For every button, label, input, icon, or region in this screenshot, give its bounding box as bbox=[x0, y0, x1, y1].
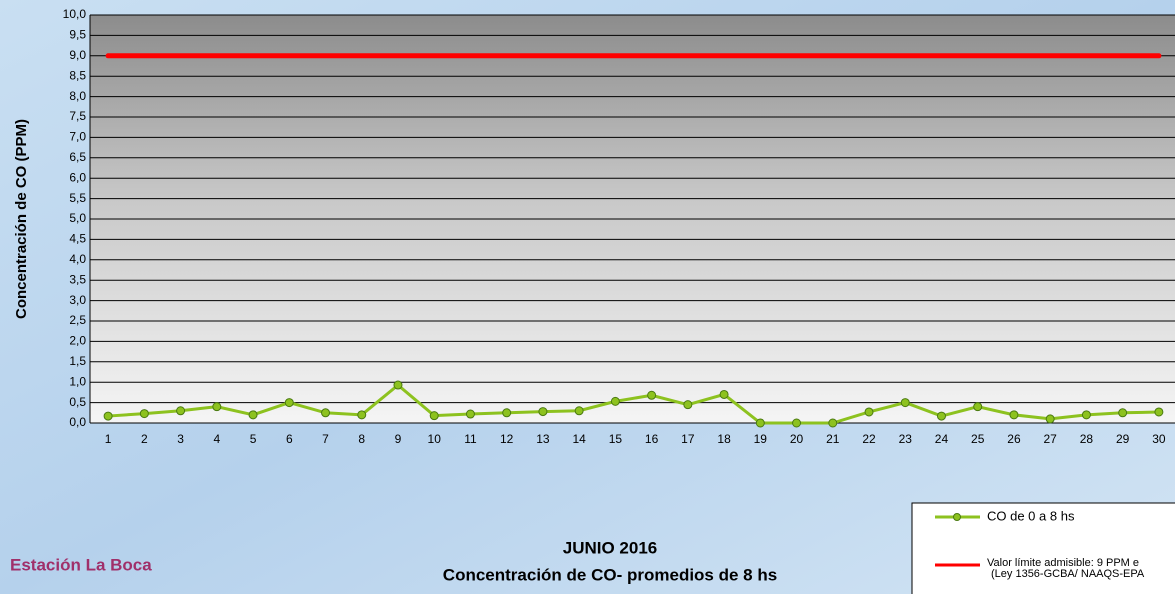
data-point bbox=[1155, 408, 1163, 416]
x-tick-label: 16 bbox=[645, 432, 659, 446]
data-point bbox=[249, 411, 257, 419]
y-tick-label: 1,5 bbox=[69, 354, 86, 368]
x-tick-label: 28 bbox=[1080, 432, 1094, 446]
data-point bbox=[1010, 411, 1018, 419]
data-point bbox=[901, 399, 909, 407]
x-tick-label: 11 bbox=[464, 432, 477, 446]
x-tick-label: 12 bbox=[500, 432, 514, 446]
data-point bbox=[756, 419, 764, 427]
y-tick-label: 9,5 bbox=[69, 28, 86, 42]
data-point bbox=[285, 399, 293, 407]
data-point bbox=[611, 397, 619, 405]
x-tick-label: 29 bbox=[1116, 432, 1130, 446]
data-point bbox=[394, 381, 402, 389]
x-tick-label: 9 bbox=[395, 432, 402, 446]
x-tick-label: 30 bbox=[1152, 432, 1166, 446]
data-point bbox=[793, 419, 801, 427]
data-point bbox=[1046, 415, 1054, 423]
data-point bbox=[503, 409, 511, 417]
data-point bbox=[865, 408, 873, 416]
x-tick-label: 10 bbox=[428, 432, 442, 446]
x-tick-label: 19 bbox=[754, 432, 768, 446]
data-point bbox=[829, 419, 837, 427]
y-tick-label: 0,5 bbox=[69, 395, 86, 409]
x-tick-label: 15 bbox=[609, 432, 623, 446]
data-point bbox=[213, 403, 221, 411]
y-tick-label: 5,5 bbox=[69, 191, 86, 205]
chart-title: JUNIO 2016 bbox=[563, 538, 658, 557]
chart-subtitle: Concentración de CO- promedios de 8 hs bbox=[443, 565, 777, 584]
y-tick-label: 2,5 bbox=[69, 313, 86, 327]
data-point bbox=[177, 407, 185, 415]
x-tick-label: 27 bbox=[1044, 432, 1058, 446]
y-tick-label: 2,0 bbox=[69, 334, 86, 348]
y-tick-label: 7,0 bbox=[69, 130, 86, 144]
x-tick-label: 26 bbox=[1007, 432, 1021, 446]
y-tick-label: 0,0 bbox=[69, 415, 86, 429]
y-tick-label: 1,0 bbox=[69, 374, 86, 388]
x-tick-label: 23 bbox=[899, 432, 913, 446]
x-tick-label: 1 bbox=[105, 432, 112, 446]
legend-label: CO de 0 a 8 hs bbox=[987, 508, 1075, 523]
legend-label: (Ley 1356-GCBA/ NAAQS-EPA bbox=[991, 568, 1145, 580]
data-point bbox=[1082, 411, 1090, 419]
x-tick-label: 6 bbox=[286, 432, 293, 446]
data-point bbox=[466, 410, 474, 418]
y-tick-label: 10,0 bbox=[63, 7, 87, 21]
y-tick-label: 3,5 bbox=[69, 272, 86, 286]
y-axis-label: Concentración de CO (PPM) bbox=[13, 119, 30, 319]
x-tick-label: 7 bbox=[322, 432, 329, 446]
data-point bbox=[974, 403, 982, 411]
chart: 0,0 0,5 1,0 1,5 2,0 2,5 3,0 3,5 4,0 4,5 5,0 5,5 6,0 6… bbox=[0, 0, 1175, 594]
x-tick-label: 17 bbox=[681, 432, 695, 446]
y-tick-label: 6,5 bbox=[69, 150, 86, 164]
y-tick-label: 8,0 bbox=[69, 89, 86, 103]
data-point bbox=[140, 410, 148, 418]
x-tick-label: 20 bbox=[790, 432, 804, 446]
data-point bbox=[322, 409, 330, 417]
data-point bbox=[104, 412, 112, 420]
data-point bbox=[539, 408, 547, 416]
data-point bbox=[937, 412, 945, 420]
y-tick-label: 5,0 bbox=[69, 211, 86, 225]
data-point bbox=[684, 401, 692, 409]
data-point bbox=[430, 412, 438, 420]
data-point bbox=[575, 407, 583, 415]
x-tick-label: 24 bbox=[935, 432, 949, 446]
data-point bbox=[720, 390, 728, 398]
x-tick-label: 22 bbox=[862, 432, 876, 446]
x-tick-label: 4 bbox=[213, 432, 220, 446]
legend-marker bbox=[954, 514, 961, 521]
data-point bbox=[358, 411, 366, 419]
y-tick-label: 8,5 bbox=[69, 68, 86, 82]
data-point bbox=[1119, 409, 1127, 417]
data-point bbox=[648, 391, 656, 399]
y-tick-label: 7,5 bbox=[69, 109, 86, 123]
x-tick-label: 2 bbox=[141, 432, 148, 446]
y-tick-label: 4,0 bbox=[69, 252, 86, 266]
x-tick-label: 14 bbox=[572, 432, 586, 446]
y-tick-label: 6,0 bbox=[69, 170, 86, 184]
x-tick-label: 18 bbox=[717, 432, 731, 446]
x-tick-label: 3 bbox=[177, 432, 184, 446]
x-tick-label: 21 bbox=[826, 432, 840, 446]
y-tick-label: 4,5 bbox=[69, 232, 86, 246]
x-tick-label: 25 bbox=[971, 432, 985, 446]
x-tick-label: 13 bbox=[536, 432, 550, 446]
y-tick-label: 3,0 bbox=[69, 293, 86, 307]
x-tick-label: 8 bbox=[358, 432, 365, 446]
y-tick-label: 9,0 bbox=[69, 48, 86, 62]
station: Estación La Boca bbox=[10, 555, 152, 574]
x-tick-label: 5 bbox=[250, 432, 257, 446]
